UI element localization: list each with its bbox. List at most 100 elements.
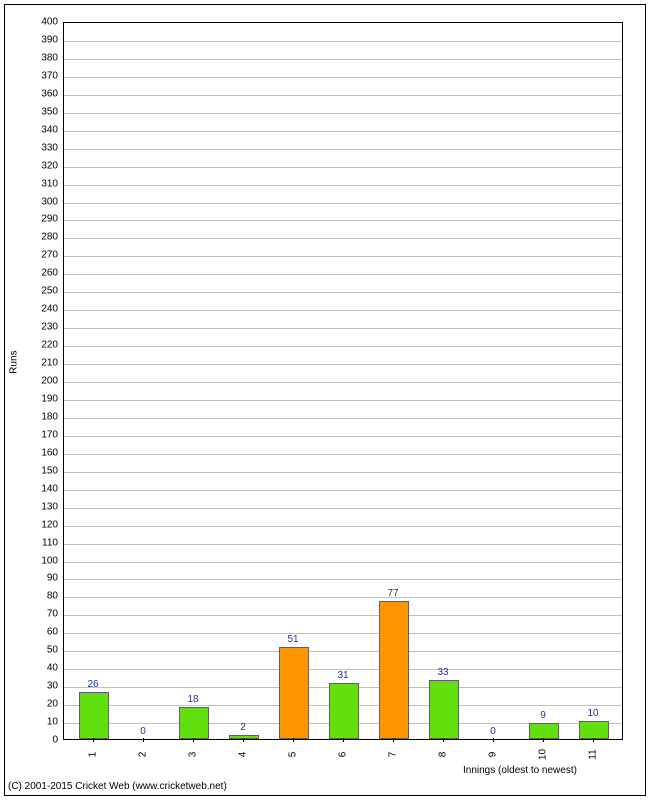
- grid-line: [64, 400, 622, 401]
- y-axis-title: Runs: [9, 350, 20, 373]
- grid-line: [64, 346, 622, 347]
- y-tick-label: 90: [28, 573, 58, 584]
- x-tick-label: 2: [138, 745, 149, 765]
- x-tick-mark: [243, 738, 244, 742]
- grid-line: [64, 203, 622, 204]
- y-tick-label: 120: [28, 519, 58, 530]
- y-tick-label: 360: [28, 88, 58, 99]
- grid-line: [64, 562, 622, 563]
- bar-value-label: 77: [387, 588, 398, 599]
- y-tick-label: 150: [28, 465, 58, 476]
- y-tick-label: 260: [28, 268, 58, 279]
- x-tick-mark: [393, 738, 394, 742]
- y-tick-label: 170: [28, 429, 58, 440]
- y-tick-label: 210: [28, 358, 58, 369]
- x-tick-label: 1: [88, 745, 99, 765]
- grid-line: [64, 526, 622, 527]
- grid-line: [64, 310, 622, 311]
- x-tick-label: 7: [388, 745, 399, 765]
- y-tick-label: 220: [28, 340, 58, 351]
- y-tick-label: 230: [28, 322, 58, 333]
- grid-line: [64, 490, 622, 491]
- grid-line: [64, 41, 622, 42]
- grid-line: [64, 274, 622, 275]
- grid-line: [64, 328, 622, 329]
- x-tick-label: 10: [538, 745, 549, 765]
- y-tick-label: 240: [28, 304, 58, 315]
- y-tick-label: 180: [28, 411, 58, 422]
- y-tick-label: 280: [28, 232, 58, 243]
- bar: [79, 692, 109, 739]
- grid-line: [64, 633, 622, 634]
- y-tick-label: 60: [28, 627, 58, 638]
- bar-value-label: 0: [140, 726, 146, 737]
- bar-value-label: 51: [287, 634, 298, 645]
- y-tick-label: 160: [28, 447, 58, 458]
- grid-line: [64, 167, 622, 168]
- grid-line: [64, 472, 622, 473]
- grid-line: [64, 220, 622, 221]
- grid-line: [64, 59, 622, 60]
- grid-line: [64, 95, 622, 96]
- x-tick-mark: [343, 738, 344, 742]
- grid-line: [64, 651, 622, 652]
- bar-value-label: 33: [437, 667, 448, 678]
- grid-line: [64, 544, 622, 545]
- y-tick-label: 380: [28, 52, 58, 63]
- y-tick-label: 390: [28, 34, 58, 45]
- bar-value-label: 18: [187, 694, 198, 705]
- y-tick-label: 320: [28, 160, 58, 171]
- grid-line: [64, 597, 622, 598]
- y-tick-label: 330: [28, 142, 58, 153]
- x-tick-label: 6: [338, 745, 349, 765]
- x-tick-mark: [493, 738, 494, 742]
- y-tick-label: 290: [28, 214, 58, 225]
- grid-line: [64, 436, 622, 437]
- x-tick-mark: [93, 738, 94, 742]
- y-tick-label: 340: [28, 124, 58, 135]
- y-tick-label: 10: [28, 717, 58, 728]
- bar-value-label: 0: [490, 726, 496, 737]
- grid-line: [64, 454, 622, 455]
- grid-line: [64, 364, 622, 365]
- bar-value-label: 2: [240, 722, 246, 733]
- plot-area: [63, 22, 623, 740]
- grid-line: [64, 77, 622, 78]
- y-tick-label: 130: [28, 501, 58, 512]
- grid-line: [64, 579, 622, 580]
- bar: [229, 735, 259, 739]
- y-tick-label: 140: [28, 483, 58, 494]
- x-tick-label: 9: [488, 745, 499, 765]
- grid-line: [64, 508, 622, 509]
- y-tick-label: 350: [28, 106, 58, 117]
- bar: [379, 601, 409, 739]
- y-tick-label: 270: [28, 250, 58, 261]
- y-tick-label: 200: [28, 376, 58, 387]
- x-tick-mark: [593, 738, 594, 742]
- bar-value-label: 26: [87, 679, 98, 690]
- x-tick-label: 11: [588, 745, 599, 765]
- x-tick-mark: [293, 738, 294, 742]
- x-tick-label: 4: [238, 745, 249, 765]
- x-tick-mark: [543, 738, 544, 742]
- grid-line: [64, 238, 622, 239]
- y-tick-label: 50: [28, 645, 58, 656]
- x-tick-label: 3: [188, 745, 199, 765]
- grid-line: [64, 418, 622, 419]
- y-tick-label: 190: [28, 393, 58, 404]
- grid-line: [64, 185, 622, 186]
- y-tick-label: 20: [28, 699, 58, 710]
- y-tick-label: 310: [28, 178, 58, 189]
- bar-value-label: 10: [587, 708, 598, 719]
- grid-line: [64, 256, 622, 257]
- y-tick-label: 70: [28, 609, 58, 620]
- grid-line: [64, 615, 622, 616]
- bar-value-label: 9: [540, 710, 546, 721]
- bar: [329, 683, 359, 739]
- grid-line: [64, 149, 622, 150]
- bar: [429, 680, 459, 739]
- y-tick-label: 250: [28, 286, 58, 297]
- y-tick-label: 100: [28, 555, 58, 566]
- y-tick-label: 0: [28, 735, 58, 746]
- x-tick-mark: [443, 738, 444, 742]
